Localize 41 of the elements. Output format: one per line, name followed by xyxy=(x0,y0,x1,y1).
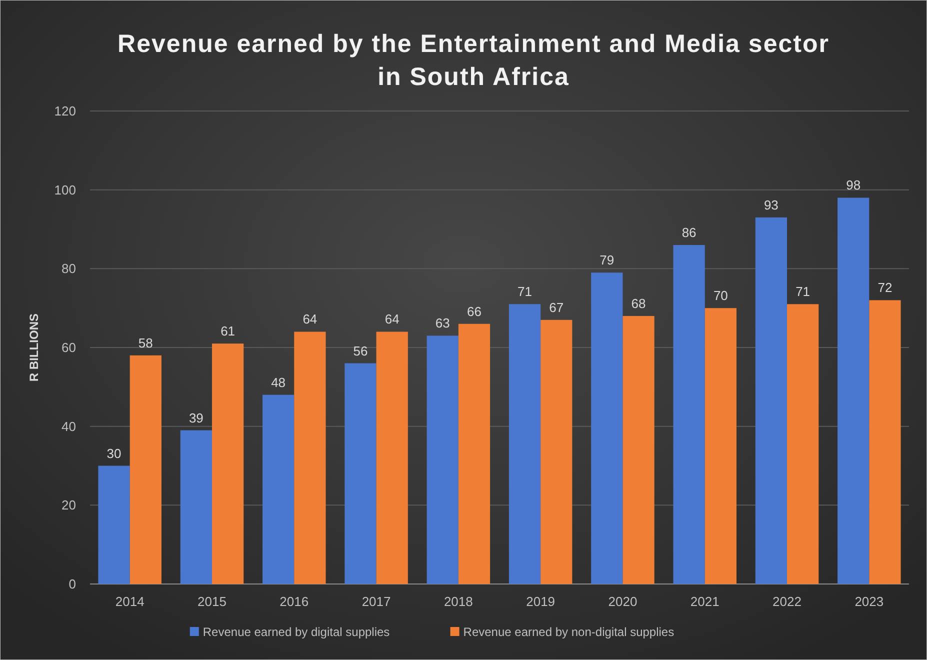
y-tick-label: 80 xyxy=(62,261,76,276)
legend-label: Revenue earned by non-digital supplies xyxy=(463,625,674,639)
data-label: 30 xyxy=(106,446,122,461)
x-tick-label: 2017 xyxy=(362,594,391,609)
x-tick-label: 2021 xyxy=(690,594,720,609)
y-tick-label: 40 xyxy=(62,418,76,434)
y-axis-title: R BILLIONS xyxy=(27,314,41,382)
y-tick-label: 0 xyxy=(68,576,76,592)
data-label: 58 xyxy=(138,335,153,350)
data-label: 56 xyxy=(353,343,368,358)
data-label: 93 xyxy=(764,197,778,212)
y-tick-label: 20 xyxy=(62,498,76,513)
x-tick-label: 2020 xyxy=(608,594,638,609)
x-tick-label: 2018 xyxy=(444,594,473,609)
x-tick-label: 2019 xyxy=(526,594,556,609)
chart-title: Revenue earned by the Entertainment and Media sector in South Africa xyxy=(118,30,830,91)
data-label: 63 xyxy=(435,316,450,331)
y-tick-label: 60 xyxy=(62,340,76,355)
x-tick-label: 2014 xyxy=(115,594,144,609)
data-label: 39 xyxy=(188,410,204,426)
y-tick-label: 100 xyxy=(54,182,76,198)
data-label: 70 xyxy=(713,288,728,304)
data-label: 67 xyxy=(549,300,564,315)
x-tick-label: 2015 xyxy=(198,594,226,609)
data-label: 64 xyxy=(302,312,318,327)
data-label: 98 xyxy=(846,178,861,193)
data-label: 61 xyxy=(220,324,236,339)
data-label: 68 xyxy=(631,296,646,311)
y-tick-label: 120 xyxy=(54,104,76,118)
data-label: 66 xyxy=(467,304,482,319)
data-label: 64 xyxy=(384,312,400,327)
legend-label: Revenue earned by digital supplies xyxy=(202,625,390,639)
data-label: 86 xyxy=(682,225,696,240)
x-tick-label: 2016 xyxy=(280,594,309,609)
data-label: 71 xyxy=(518,284,532,300)
data-label: 79 xyxy=(600,252,614,268)
x-tick-label: 2023 xyxy=(854,594,884,609)
data-label: 72 xyxy=(878,280,892,296)
x-tick-label: 2022 xyxy=(772,594,802,609)
data-label: 48 xyxy=(271,374,286,390)
data-label: 71 xyxy=(796,284,810,300)
